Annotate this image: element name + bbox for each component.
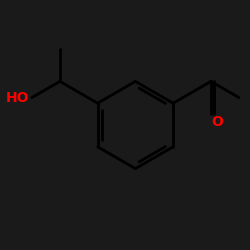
Text: HO: HO (6, 90, 29, 104)
Text: O: O (211, 115, 223, 129)
